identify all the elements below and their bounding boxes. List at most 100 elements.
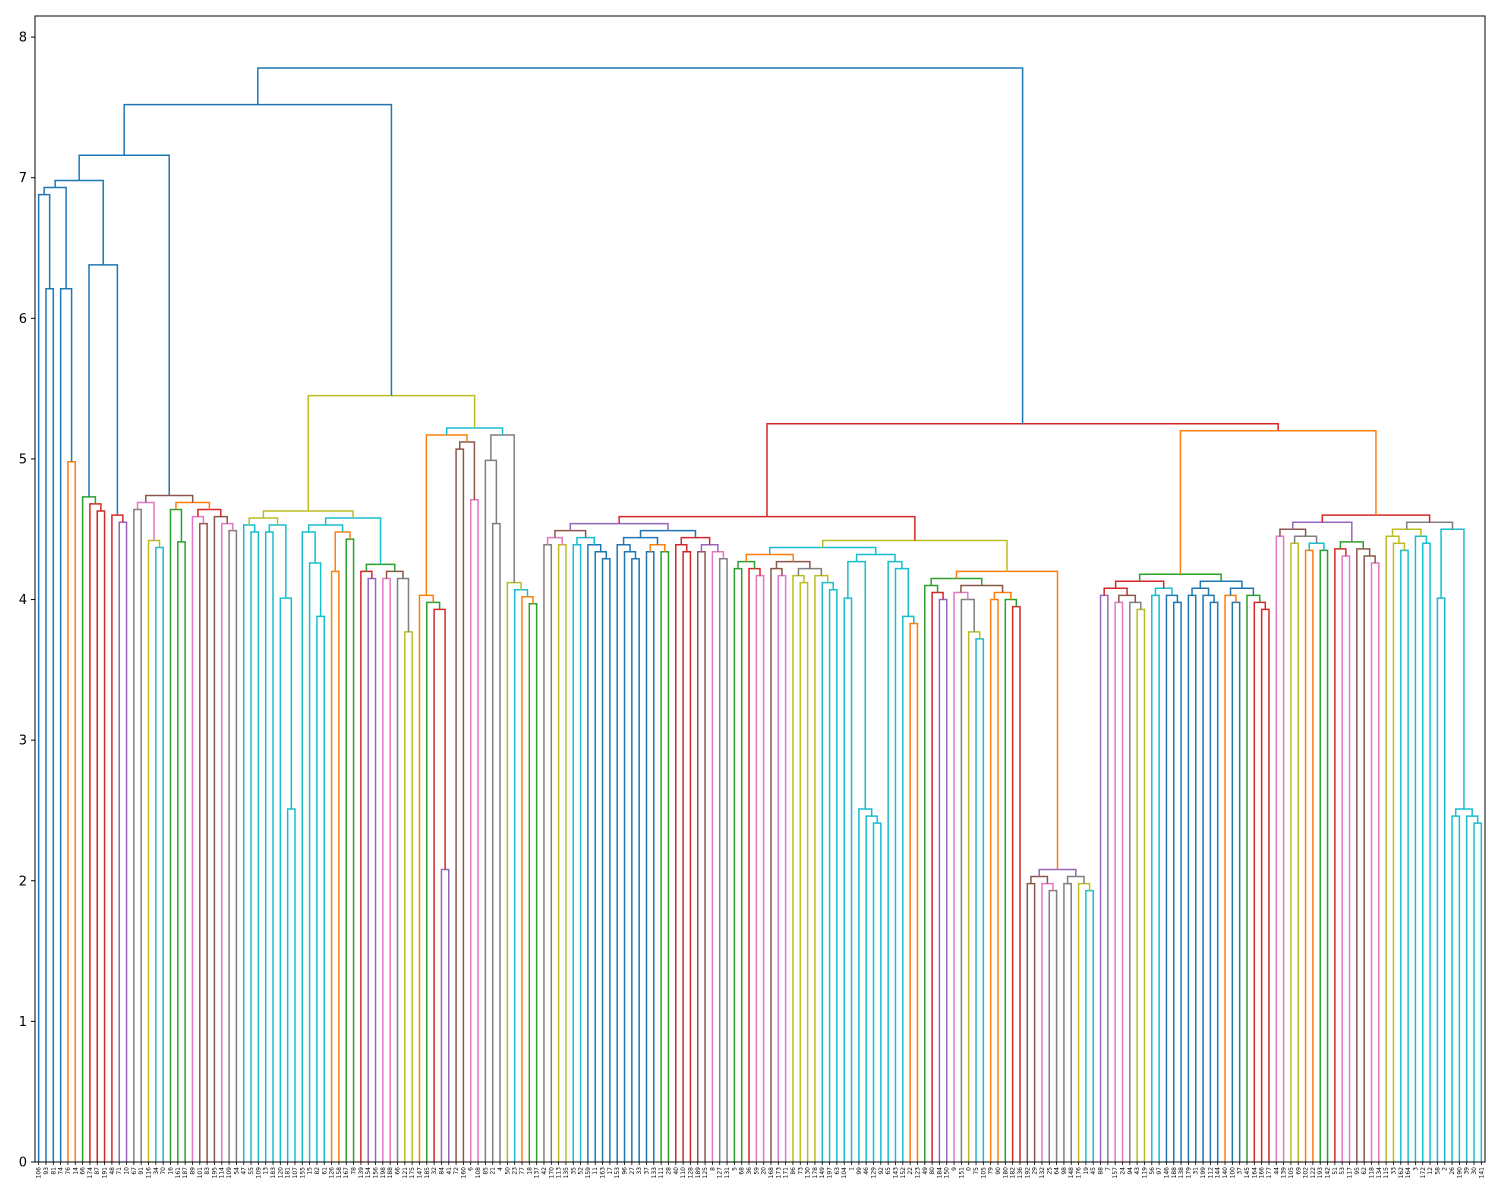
leaf-label: 98 [1061,1167,1068,1175]
leaf-label: 105 [980,1167,987,1179]
dendrogram-link [1099,594,1109,1162]
leaf-label: 66 [395,1167,402,1175]
leaf-label: 109 [226,1167,233,1179]
leaf-label: 199 [1200,1167,1207,1179]
leaf-label: 116 [146,1167,153,1179]
leaf-label: 68 [739,1167,746,1175]
leaf-label: 155 [299,1167,306,1179]
dendrogram-link [855,553,896,562]
dendrogram-link [1451,815,1461,1162]
leaf-label: 168 [768,1167,775,1179]
plot-frame [34,15,1486,1163]
leaf-label: 112 [1207,1167,1214,1179]
leaf-label: 174 [87,1167,94,1179]
dendrogram-link [54,179,104,265]
leaf-label: 182 [1010,1167,1017,1179]
y-tick-label: 5 [19,452,27,467]
leaf-label: 119 [1141,1167,1148,1179]
dendrogram-link [975,638,985,1162]
leaf-label: 30 [1471,1167,1478,1175]
leaf-label: 79 [988,1167,995,1175]
leaf-label: 17 [607,1167,614,1175]
leaf-label: 142 [1325,1167,1332,1179]
leaf-label: 78 [351,1167,358,1175]
leaf-label: 10 [124,1167,131,1175]
leaf-label: 162 [1398,1167,1405,1179]
leaf-label: 126 [329,1167,336,1179]
leaf-label: 55 [248,1167,255,1175]
leaf-label: 16 [167,1167,174,1175]
dendrogram-link [745,553,794,562]
dendrogram-link [1229,587,1255,596]
dendrogram-link [1224,594,1237,1162]
leaf-label: 91 [138,1167,145,1175]
leaf-label: 101 [197,1167,204,1179]
y-tick-label: 3 [19,734,27,749]
leaf-label: 80 [929,1167,936,1175]
leaf-label: 21 [490,1167,497,1175]
leaf-label: 172 [1420,1167,1427,1179]
leaf-label: 108 [475,1167,482,1179]
leaf-label: 61 [321,1167,328,1175]
dendrogram-link [924,584,939,1162]
leaf-label: 128 [687,1167,694,1179]
leaf-label: 170 [548,1167,555,1179]
dendrogram-link [1202,594,1215,1162]
dendrogram-link [96,510,106,1162]
leaf-label: 7 [1105,1167,1112,1171]
leaf-label: 47 [241,1167,248,1175]
leaf-label: 26 [1449,1167,1456,1175]
leaf-label: 6 [468,1167,475,1171]
leaf-label: 179 [1185,1167,1192,1179]
leaf-label: 137 [534,1167,541,1179]
leaf-label: 64 [1054,1167,1061,1175]
dendrogram-link [1363,555,1376,1162]
dendrogram-link [262,510,354,518]
leaf-label: 188 [1171,1167,1178,1179]
dendrogram-link [301,531,316,1162]
leaf-label: 198 [380,1167,387,1179]
dendrogram-link [587,543,602,1162]
leaf-label: 157 [1112,1167,1119,1179]
leaf-label: 185 [424,1167,431,1179]
leaf-label: 48 [109,1167,116,1175]
leaf-label: 65 [885,1167,892,1175]
leaf-label: 53 [1339,1167,1346,1175]
leaf-label: 75 [973,1167,980,1175]
leaf-label: 113 [556,1167,563,1179]
leaf-label: 118 [1368,1167,1375,1179]
dendrogram-link [1165,594,1179,1162]
dendrogram-link [1246,594,1261,1162]
leaf-label: 94 [1127,1167,1134,1175]
leaf-label: 143 [892,1167,899,1179]
leaf-label: 134 [1376,1167,1383,1179]
dendrogram-link [616,543,631,1162]
leaf-label: 117 [1347,1167,1354,1179]
leaf-label: 39 [1464,1167,1471,1175]
dendrogram-link [111,514,124,1162]
leaf-label: 36 [746,1167,753,1175]
dendrogram-link [1085,889,1094,1162]
leaf-label: 18 [526,1167,533,1175]
leaf-label: 102 [1303,1167,1310,1179]
dendrogram-link [455,448,465,1162]
dendrogram-link [264,531,274,1162]
x-axis: 106 93 81 74 76 14 66 174 87 191 48 71 10 67 91 116 34 70… [36,1162,1485,1179]
dendrogram-link [755,574,765,1162]
leaf-label: 176 [1076,1167,1083,1179]
leaf-label: 167 [343,1167,350,1179]
leaf-label: 37 [1237,1167,1244,1175]
leaf-label: 28 [665,1167,672,1175]
leaf-label: 95 [1354,1167,1361,1175]
leaf-label: 49 [922,1167,929,1175]
leaf-label: 4 [497,1167,504,1171]
leaf-label: 147 [416,1167,423,1179]
dendrogram-link [1191,587,1210,596]
dendrogram-link [1151,594,1160,1162]
leaf-label: 54 [233,1167,240,1175]
dendrogram-link [1392,542,1406,1162]
leaf-label: 5 [731,1167,738,1171]
leaf-label: 32 [431,1167,438,1175]
leaf-label: 51 [1332,1167,1339,1175]
leaf-label: 37 [643,1167,650,1175]
